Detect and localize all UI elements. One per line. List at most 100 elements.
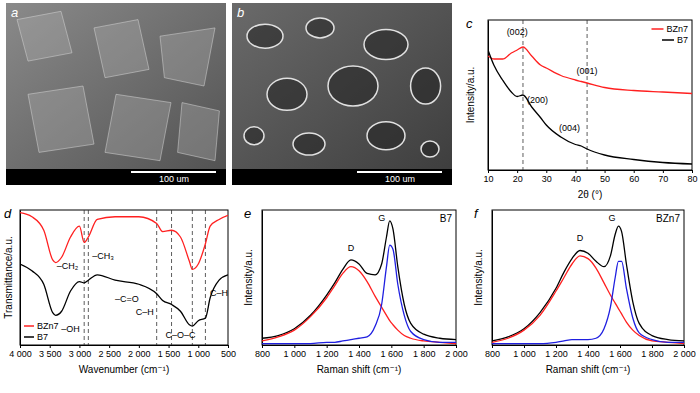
x-tick-label: 3 000: [69, 349, 92, 359]
x-tick-label: 2 000: [673, 349, 696, 359]
chart-panel: 4 0003 5003 0002 5002 0001 5001 000500–O…: [3, 206, 236, 375]
x-tick-mark: [652, 345, 653, 348]
series-line: [488, 47, 692, 94]
y-axis: [262, 211, 263, 346]
y-axis-title: Intensity/a.u.: [465, 67, 476, 124]
x-tick-mark: [684, 345, 685, 348]
legend-label: BZn7: [37, 321, 59, 331]
x-tick-mark: [294, 345, 295, 348]
x-tick-mark: [524, 345, 525, 348]
reference-line: [84, 210, 85, 345]
y-axis: [492, 211, 493, 346]
legend-label: B7: [37, 332, 48, 342]
x-tick: 80: [687, 170, 697, 184]
x-tick-label: 4 000: [9, 349, 32, 359]
figure: 100 uma100 umb1020304050607080(002)(200)…: [0, 0, 700, 393]
reference-line: [205, 210, 206, 345]
x-tick-mark: [517, 170, 518, 173]
x-tick-label: 1 600: [609, 349, 632, 359]
y-axis-title: Intensity/a.u.: [473, 249, 484, 306]
x-tick-mark: [546, 170, 547, 173]
series-line: [492, 226, 684, 341]
x-tick-label: 1 800: [641, 349, 664, 359]
x-tick-label: 2 500: [98, 349, 121, 359]
x-tick-mark: [228, 345, 229, 348]
scale-bar-label: 100 um: [159, 174, 189, 184]
x-tick: 2 000: [445, 345, 468, 359]
image-panel: 100 uma: [6, 3, 226, 185]
plot-area: [262, 221, 456, 344]
x-axis-title: Wavenumber (cm⁻¹): [79, 364, 169, 375]
x-tick-mark: [327, 345, 328, 348]
x-tick-mark: [588, 345, 589, 348]
plot-frame: [492, 210, 684, 345]
legend-entry: BZn7: [651, 24, 688, 34]
texture: [421, 141, 439, 157]
legend-swatch: [24, 325, 34, 327]
x-tick: 2 000: [673, 345, 696, 359]
plot-area: [488, 20, 692, 170]
x-tick-mark: [50, 345, 51, 348]
y-axis-line: [492, 211, 493, 346]
x-tick: 1 000: [188, 345, 211, 359]
texture: [94, 20, 149, 78]
x-tick-mark: [456, 345, 457, 348]
x-tick-label: 1 000: [513, 349, 536, 359]
x-tick-label: 2 000: [445, 349, 468, 359]
texture: [28, 86, 94, 152]
x-tick-mark: [424, 345, 425, 348]
sem-image: [232, 3, 452, 185]
legend: BZn7B7: [24, 321, 59, 342]
annotation: D: [577, 233, 584, 243]
texture: [160, 28, 215, 86]
legend-swatch: [651, 28, 663, 30]
texture: [105, 94, 171, 160]
x-tick: 2 000: [128, 345, 151, 359]
x-tick-label: 1 800: [413, 349, 436, 359]
x-tick: 4 000: [9, 345, 32, 359]
annotation: G: [608, 213, 615, 223]
x-tick-mark: [79, 345, 80, 348]
x-tick-label: 30: [542, 174, 552, 184]
x-tick: 1 400: [577, 345, 600, 359]
y-axis: [20, 211, 21, 346]
texture: [306, 18, 334, 38]
annotation: –CH₃: [92, 251, 114, 261]
y-axis-line: [262, 211, 263, 346]
image-panel: 100 umb: [232, 3, 452, 185]
series-line: [262, 245, 456, 344]
x-tick: 1 400: [348, 345, 371, 359]
x-tick-label: 1 200: [316, 349, 339, 359]
legend-entry: B7: [662, 35, 688, 45]
texture: [293, 133, 325, 155]
texture: [17, 11, 72, 61]
y-axis-line: [488, 21, 489, 171]
texture: [328, 66, 378, 106]
x-tick: 50: [600, 170, 610, 184]
x-tick-label: 50: [600, 174, 610, 184]
x-tick-label: 2 000: [128, 349, 151, 359]
x-axis: 4 0003 5003 0002 5002 0001 5001 000500: [9, 345, 236, 359]
x-tick: 800: [255, 345, 270, 359]
x-tick: 60: [629, 170, 639, 184]
x-tick-mark: [169, 345, 170, 348]
panel-label: c: [466, 16, 473, 31]
texture: [247, 24, 283, 48]
x-tick-mark: [359, 345, 360, 348]
x-tick-label: 1 400: [348, 349, 371, 359]
x-tick-label: 1 000: [284, 349, 307, 359]
texture: [411, 68, 441, 104]
chart-panel: 8001 0001 2001 4001 6001 8002 000DGfBZn7…: [473, 206, 696, 375]
annotation: –OH: [61, 324, 80, 334]
panel-label: f: [474, 206, 479, 221]
scale-bar: [131, 171, 216, 173]
x-tick: 800: [485, 345, 500, 359]
x-tick: 40: [571, 170, 581, 184]
x-tick-mark: [605, 170, 606, 173]
x-tick: 1 600: [609, 345, 632, 359]
panel-label: e: [244, 206, 251, 221]
plot-frame: [20, 210, 228, 345]
series-line: [488, 50, 692, 164]
x-axis: 8001 0001 2001 4001 6001 8002 000: [255, 345, 468, 359]
texture: [178, 103, 220, 161]
